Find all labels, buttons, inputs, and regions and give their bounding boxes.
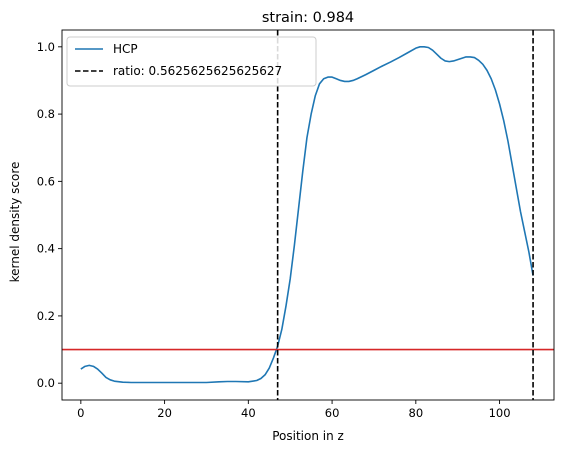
- x-tick-label: 0: [77, 406, 84, 420]
- y-tick-label: 0.8: [37, 107, 55, 121]
- x-tick-label: 60: [325, 406, 340, 420]
- x-axis-label: Position in z: [272, 429, 344, 443]
- x-tick-label: 20: [157, 406, 172, 420]
- y-tick-label: 0.2: [37, 309, 55, 323]
- series-line-hcp: [80, 46, 534, 384]
- y-tick-label: 0.4: [37, 242, 55, 256]
- x-tick-label: 80: [409, 406, 424, 420]
- axes-frame: [61, 29, 555, 401]
- plot-area: [62, 30, 554, 400]
- legend-frame: [66, 36, 317, 87]
- y-tick-label: 0.0: [37, 376, 55, 390]
- y-axis-label: kernel density score: [8, 162, 22, 283]
- axes: 0 20 40 60 80 100 0.0 0.2 0.4 0.6 0.8 1.0: [37, 29, 555, 420]
- x-tick-label: 100: [489, 406, 511, 420]
- x-tick-label: 40: [241, 406, 256, 420]
- chart-title: strain: 0.984: [262, 10, 354, 26]
- legend-label-hcp: HCP: [113, 42, 138, 56]
- legend-label-ratio: ratio: 0.5625625625625627: [113, 64, 282, 78]
- legend: HCP ratio: 0.5625625625625627: [66, 36, 317, 87]
- y-tick-label: 0.6: [37, 174, 55, 188]
- y-tick-label: 1.0: [37, 40, 55, 54]
